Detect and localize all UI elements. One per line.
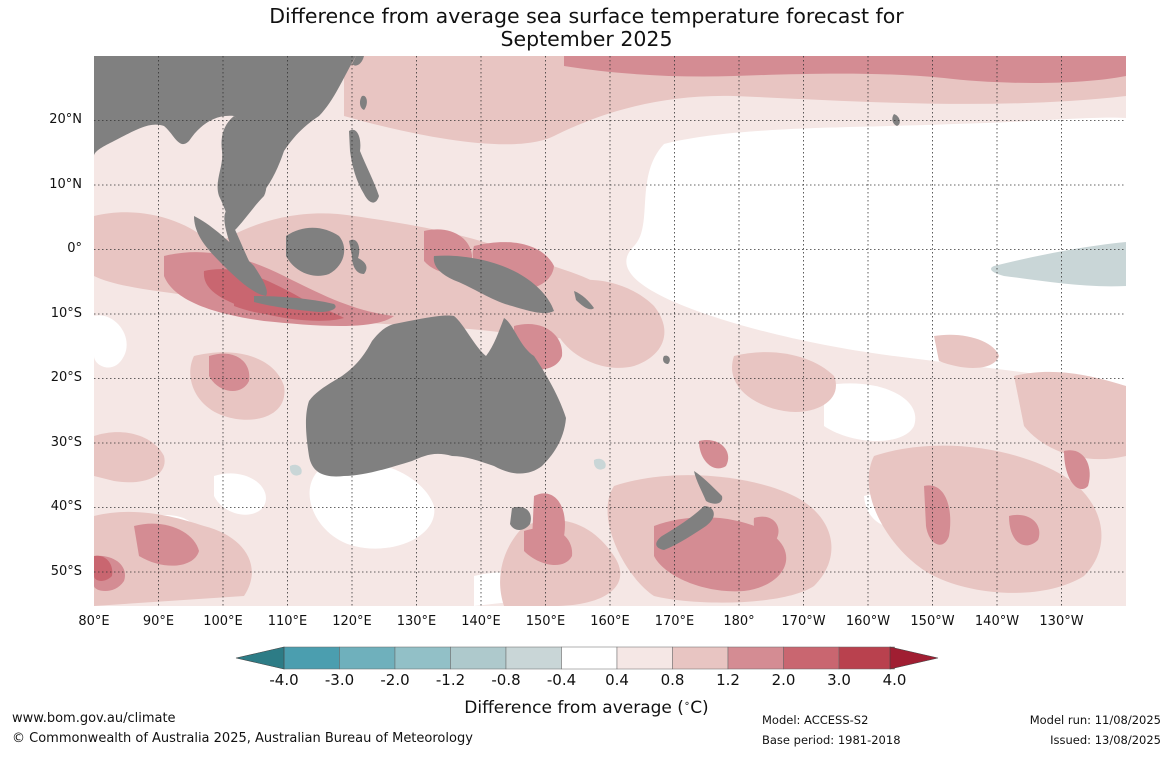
- sst-anomaly-map: [94, 56, 1126, 606]
- colorbar-tick-label: 4.0: [882, 671, 907, 689]
- new-zealand-north: [694, 471, 723, 504]
- lon-label-170w: 170°W: [781, 614, 826, 629]
- lat-label-20n: 20°N: [49, 112, 82, 127]
- colorbar-tick-label: -0.8: [491, 671, 521, 689]
- indochina: [217, 116, 267, 231]
- lon-label-140w: 140°W: [974, 614, 1020, 629]
- lon-label-150e: 150°E: [525, 614, 566, 629]
- lon-label-130w: 130°W: [1039, 614, 1084, 629]
- lat-label-10s: 10°S: [50, 306, 82, 321]
- lon-label-80e: 80°E: [78, 614, 110, 629]
- sulawesi: [349, 239, 367, 274]
- colorbar-cell: [283, 646, 340, 670]
- colorbar-cell: [505, 646, 562, 670]
- colorbar-cell: [561, 646, 618, 670]
- colorbar-over-arrow: [889, 646, 939, 670]
- colorbar-title: Difference from average (∘C): [0, 698, 1173, 718]
- lat-label-10n: 10°N: [49, 177, 82, 192]
- footer-url: www.bom.gov.au/climate: [12, 711, 176, 726]
- hawaii: [892, 114, 900, 126]
- colorbar-tick-label: 3.0: [827, 671, 851, 689]
- footer-model: Model: ACCESS-S2: [762, 713, 869, 727]
- colorbar-tick-label: 0.4: [605, 671, 629, 689]
- colorbar-cell: [450, 646, 507, 670]
- colorbar: [235, 646, 939, 670]
- footer-model-run: Model run: 11/08/2025: [1029, 713, 1161, 727]
- colorbar-title-main: Difference from average (: [464, 698, 684, 718]
- java: [254, 296, 336, 312]
- footer-base-period: Base period: 1981-2018: [762, 733, 901, 747]
- graticule: [94, 56, 1126, 606]
- philippines: [349, 129, 379, 203]
- chart-title: Difference from average sea surface temp…: [0, 5, 1173, 51]
- solomon-islands: [574, 291, 594, 310]
- title-line-2: September 2025: [500, 27, 673, 51]
- colorbar-tick-label: 1.2: [716, 671, 740, 689]
- colorbar-tick-label: -2.0: [380, 671, 410, 689]
- new-guinea: [433, 255, 554, 314]
- colorbar-under-arrow: [235, 646, 285, 670]
- colorbar-tick-label: 0.8: [660, 671, 685, 689]
- colorbar-tick-label: -3.0: [324, 671, 355, 689]
- lat-label-40s: 40°S: [50, 499, 82, 514]
- new-zealand-south: [656, 506, 714, 550]
- footer-issued: Issued: 13/08/2025: [1050, 733, 1161, 747]
- lat-label-50s: 50°S: [50, 564, 82, 579]
- colorbar-tick-label: -4.0: [269, 671, 299, 689]
- lon-label-100e: 100°E: [203, 614, 243, 629]
- lon-label-160e: 160°E: [590, 614, 630, 629]
- fiji: [663, 355, 670, 364]
- lon-label-120e: 120°E: [332, 614, 372, 629]
- borneo: [286, 227, 345, 276]
- lon-label-160w: 160°W: [845, 614, 891, 629]
- colorbar-tick-label: 2.0: [771, 671, 796, 689]
- degree-symbol: ∘: [683, 698, 691, 710]
- lon-label-180: 180°: [723, 614, 755, 629]
- colorbar-tick-label: -1.2: [435, 671, 466, 689]
- lon-label-170e: 170°E: [654, 614, 695, 629]
- taiwan: [359, 95, 367, 110]
- lon-label-150w: 150°W: [910, 614, 955, 629]
- lon-label-110e: 110°E: [267, 614, 308, 629]
- colorbar-tick-label: -0.4: [546, 671, 577, 689]
- colorbar-cell: [727, 646, 784, 670]
- colorbar-cell: [838, 646, 895, 670]
- colorbar-cell: [339, 646, 396, 670]
- lat-label-0: 0°: [67, 241, 82, 256]
- anomaly-negative-regions: [289, 242, 1126, 476]
- colorbar-title-unit: C): [690, 698, 709, 718]
- colorbar-cell: [783, 646, 840, 670]
- colorbar-cell: [616, 646, 673, 670]
- colorbar-cell: [394, 646, 451, 670]
- lon-label-140e: 140°E: [461, 614, 501, 629]
- lon-label-130e: 130°E: [396, 614, 437, 629]
- australia: [305, 315, 566, 477]
- asia-mainland: [94, 56, 356, 191]
- title-line-1: Difference from average sea surface temp…: [269, 4, 904, 28]
- landmass: [94, 56, 900, 550]
- lat-label-20s: 20°S: [50, 370, 82, 385]
- sumatra: [194, 216, 267, 296]
- tasmania: [510, 506, 531, 530]
- japan-tip: [352, 56, 364, 66]
- lon-label-90e: 90°E: [142, 614, 175, 629]
- colorbar-cell: [672, 646, 729, 670]
- footer-copyright: © Commonwealth of Australia 2025, Austra…: [12, 731, 473, 746]
- lat-label-30s: 30°S: [50, 435, 82, 450]
